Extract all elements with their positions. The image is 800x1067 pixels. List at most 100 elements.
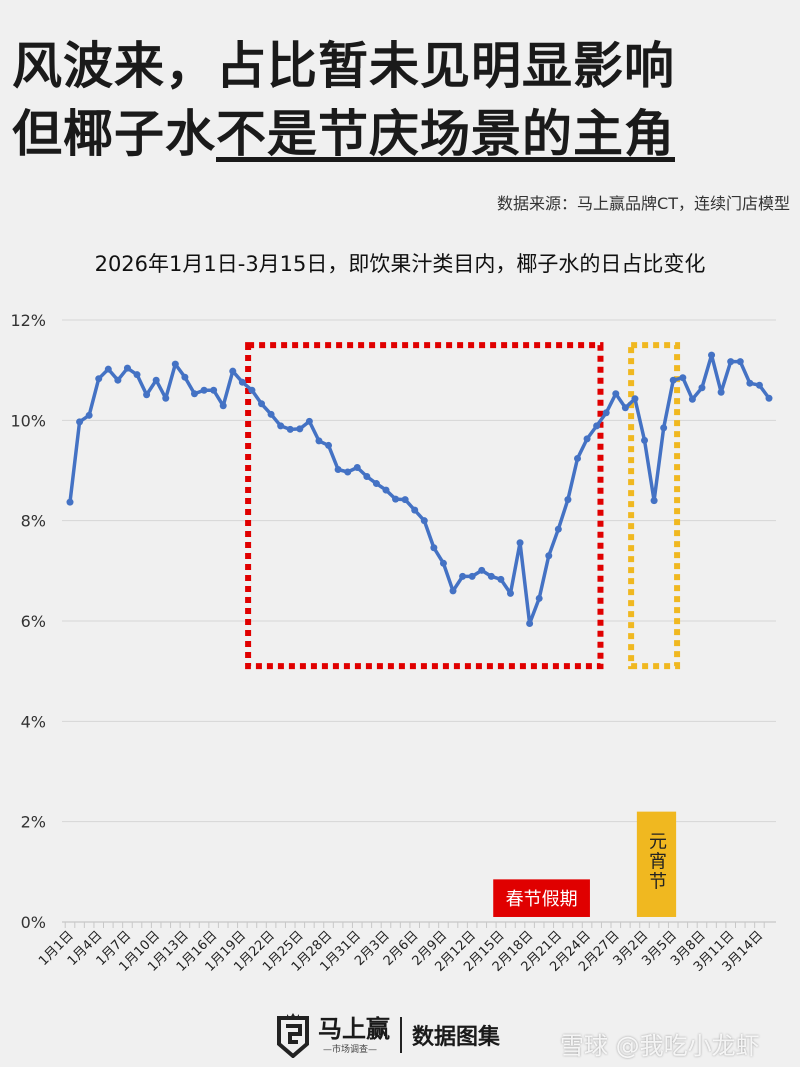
data-point bbox=[765, 394, 773, 402]
data-point bbox=[363, 473, 371, 481]
data-point bbox=[229, 367, 237, 375]
data-point bbox=[526, 620, 534, 628]
brand-name: 马上赢 bbox=[318, 1014, 390, 1043]
data-point bbox=[631, 395, 639, 403]
data-point bbox=[717, 388, 725, 396]
data-point bbox=[669, 376, 677, 384]
data-line bbox=[68, 353, 771, 626]
data-point bbox=[621, 404, 629, 412]
y-tick-label: 12% bbox=[10, 311, 46, 330]
data-point bbox=[76, 418, 84, 426]
data-point bbox=[679, 374, 687, 382]
data-point bbox=[554, 525, 562, 533]
data-point bbox=[459, 572, 467, 580]
data-point bbox=[727, 358, 735, 366]
data-point bbox=[430, 544, 438, 552]
data-point bbox=[401, 496, 409, 504]
data-point bbox=[123, 364, 131, 372]
annotation-dotted-box bbox=[628, 342, 681, 670]
data-point bbox=[439, 559, 447, 567]
data-point bbox=[708, 351, 716, 359]
data-point bbox=[238, 378, 246, 386]
headline-emphasis: 不是节庆场景的主角 bbox=[216, 105, 675, 163]
data-point bbox=[487, 572, 495, 580]
data-point bbox=[516, 539, 524, 547]
data-point bbox=[353, 463, 361, 471]
data-point bbox=[66, 498, 74, 506]
data-point bbox=[334, 465, 342, 473]
data-point bbox=[143, 391, 151, 399]
data-point bbox=[650, 497, 658, 505]
data-point bbox=[210, 386, 218, 394]
collection-label: 数据图集 bbox=[412, 1025, 501, 1050]
y-tick-label: 6% bbox=[21, 612, 46, 631]
data-point bbox=[296, 425, 304, 433]
data-point bbox=[573, 454, 581, 462]
data-point bbox=[746, 379, 754, 387]
data-point bbox=[420, 517, 428, 525]
data-point bbox=[114, 376, 122, 384]
data-point bbox=[583, 435, 591, 443]
annotation-dotted-box bbox=[245, 342, 604, 670]
data-point bbox=[258, 400, 266, 408]
data-point bbox=[468, 572, 476, 580]
data-point bbox=[171, 360, 179, 368]
data-point bbox=[85, 411, 93, 419]
annotation-label-box bbox=[493, 879, 590, 917]
data-point bbox=[602, 409, 610, 417]
data-point bbox=[449, 587, 457, 595]
y-tick-label: 4% bbox=[21, 712, 46, 731]
data-point bbox=[133, 371, 141, 379]
data-source: 数据来源：马上赢品牌CT，连续门店模型 bbox=[497, 194, 790, 213]
data-point bbox=[286, 425, 294, 433]
annotation-label-lantern-festival: 元宵节 bbox=[646, 832, 667, 892]
headline-line-1: 风波来，占比暂未见明显影响 bbox=[12, 37, 675, 95]
data-point bbox=[248, 386, 256, 394]
data-point bbox=[497, 575, 505, 583]
data-point bbox=[219, 402, 227, 410]
data-point bbox=[277, 422, 285, 430]
data-point bbox=[200, 386, 208, 394]
footer-brand: 马上赢 —市场调查— 数据图集 bbox=[276, 1012, 500, 1058]
brand-subtitle: —市场调查— bbox=[322, 1044, 377, 1055]
data-point bbox=[305, 417, 313, 425]
data-point bbox=[545, 552, 553, 560]
y-tick-label: 8% bbox=[21, 512, 46, 531]
data-point bbox=[755, 381, 763, 389]
data-point bbox=[372, 480, 380, 488]
data-point bbox=[382, 486, 390, 494]
y-tick-label: 10% bbox=[10, 411, 46, 430]
data-point bbox=[641, 436, 649, 444]
data-point bbox=[688, 395, 696, 403]
watermark: 雪球 @我吃小龙虾 bbox=[560, 1032, 760, 1060]
line-chart: 0%2%4%6%8%10%12%1月1日1月4日1月7日1月10日1月13日1月… bbox=[10, 311, 776, 975]
chart-title: 2026年1月1日-3月15日，即饮果汁类目内，椰子水的日占比变化 bbox=[94, 252, 706, 276]
data-point bbox=[478, 566, 486, 574]
divider bbox=[400, 1017, 402, 1053]
data-point bbox=[325, 441, 333, 449]
data-point bbox=[190, 390, 198, 398]
data-point bbox=[344, 468, 352, 476]
data-point bbox=[315, 437, 323, 445]
data-point bbox=[162, 394, 170, 402]
headline-line-2: 但椰子水不是节庆场景的主角 bbox=[12, 104, 675, 164]
data-point bbox=[698, 384, 706, 392]
data-point bbox=[535, 594, 543, 602]
data-point bbox=[506, 589, 514, 597]
data-point bbox=[267, 410, 275, 418]
data-point bbox=[152, 376, 160, 384]
annotation-label-box bbox=[636, 811, 677, 917]
data-point bbox=[564, 496, 572, 504]
data-point bbox=[392, 495, 400, 503]
headline-plain: 但椰子水 bbox=[12, 105, 216, 163]
data-point bbox=[181, 373, 189, 381]
annotation-label-spring-festival: 春节假期 bbox=[506, 889, 578, 910]
y-tick-label: 2% bbox=[21, 813, 46, 832]
data-point bbox=[95, 375, 103, 383]
data-point bbox=[660, 424, 668, 432]
data-point bbox=[612, 390, 620, 398]
y-tick-label: 0% bbox=[21, 913, 46, 932]
brand-logo-icon bbox=[277, 1013, 309, 1058]
data-point bbox=[411, 506, 419, 514]
data-point bbox=[736, 358, 744, 366]
